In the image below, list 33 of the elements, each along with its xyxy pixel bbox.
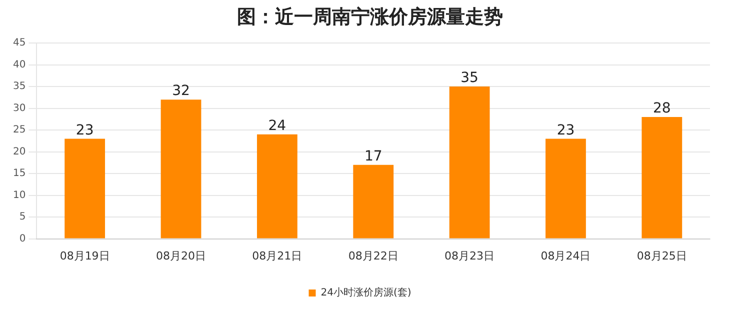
x-tick-label: 08月24日 — [540, 249, 591, 262]
data-label: 32 — [172, 83, 190, 100]
data-label: 23 — [76, 122, 94, 138]
x-tick-label: 08月19日 — [60, 249, 110, 262]
data-label: 28 — [652, 100, 671, 117]
bar — [160, 100, 202, 238]
bar — [256, 134, 298, 238]
y-tick-label: 5 — [19, 212, 26, 223]
legend-label: 24小时涨价房源(套) — [320, 286, 412, 299]
chart-title: 图：近一周南宁涨价房源量走势 — [236, 5, 504, 30]
y-tick-label: 0 — [19, 233, 26, 244]
y-tick-label: 30 — [12, 102, 26, 114]
data-label: 17 — [364, 148, 382, 164]
y-tick-label: 35 — [12, 81, 26, 92]
bar — [546, 138, 586, 238]
y-tick-label: 45 — [12, 38, 26, 49]
bar — [353, 164, 394, 238]
x-tick-label: 08月23日 — [444, 249, 495, 262]
x-tick-label: 08月22日 — [348, 249, 398, 262]
y-tick-label: 25 — [12, 124, 26, 136]
data-label: 23 — [556, 122, 575, 138]
bar — [64, 138, 106, 238]
x-tick-label: 08月20日 — [156, 249, 206, 262]
y-tick-label: 10 — [12, 190, 26, 201]
x-tick-label: 08月21日 — [252, 249, 302, 262]
bar — [642, 116, 682, 238]
y-tick-label: 15 — [12, 168, 26, 180]
data-label: 35 — [460, 70, 478, 86]
y-tick-label: 40 — [12, 59, 26, 70]
x-tick-label: 08月25日 — [636, 249, 687, 262]
bar — [449, 86, 490, 238]
y-tick-label: 20 — [12, 146, 26, 158]
data-label: 24 — [268, 118, 286, 134]
